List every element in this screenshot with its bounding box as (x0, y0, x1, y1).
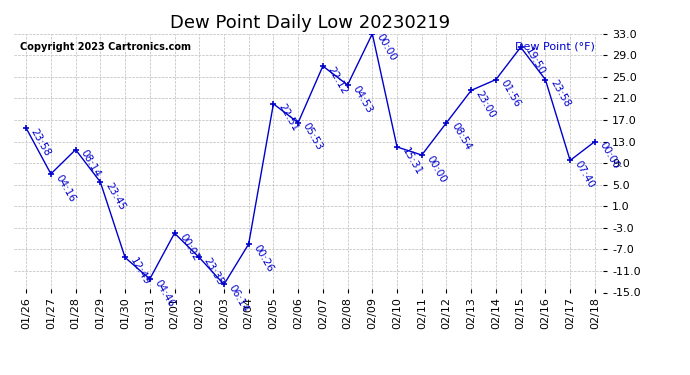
Text: 00:00: 00:00 (598, 140, 621, 171)
Text: 04:46: 04:46 (152, 278, 176, 309)
Text: 23:58: 23:58 (29, 127, 52, 158)
Text: 05:53: 05:53 (301, 121, 324, 152)
Text: 12:49: 12:49 (128, 256, 152, 287)
Text: 00:26: 00:26 (251, 243, 275, 273)
Text: Copyright 2023 Cartronics.com: Copyright 2023 Cartronics.com (20, 42, 190, 51)
Text: 15:31: 15:31 (400, 146, 424, 177)
Text: 08:54: 08:54 (449, 121, 473, 152)
Text: 07:40: 07:40 (573, 159, 596, 190)
Text: 22:51: 22:51 (276, 102, 300, 134)
Text: 00:02: 00:02 (177, 232, 201, 262)
Text: 23:00: 23:00 (474, 89, 497, 120)
Text: 23:35: 23:35 (202, 256, 226, 287)
Text: 23:58: 23:58 (548, 78, 572, 109)
Text: 00:00: 00:00 (375, 32, 399, 63)
Text: 22:12: 22:12 (326, 65, 349, 96)
Text: 08:14: 08:14 (79, 148, 102, 179)
Title: Dew Point Daily Low 20230219: Dew Point Daily Low 20230219 (170, 14, 451, 32)
Text: 04:16: 04:16 (54, 172, 77, 204)
Text: 04:53: 04:53 (351, 84, 374, 114)
Text: 00:00: 00:00 (424, 154, 448, 184)
Text: 06:14: 06:14 (227, 283, 250, 314)
Text: 01:56: 01:56 (499, 78, 522, 109)
Text: Dew Point (°F): Dew Point (°F) (515, 42, 595, 51)
Text: 23:45: 23:45 (103, 181, 127, 212)
Text: 19:50: 19:50 (524, 46, 547, 77)
